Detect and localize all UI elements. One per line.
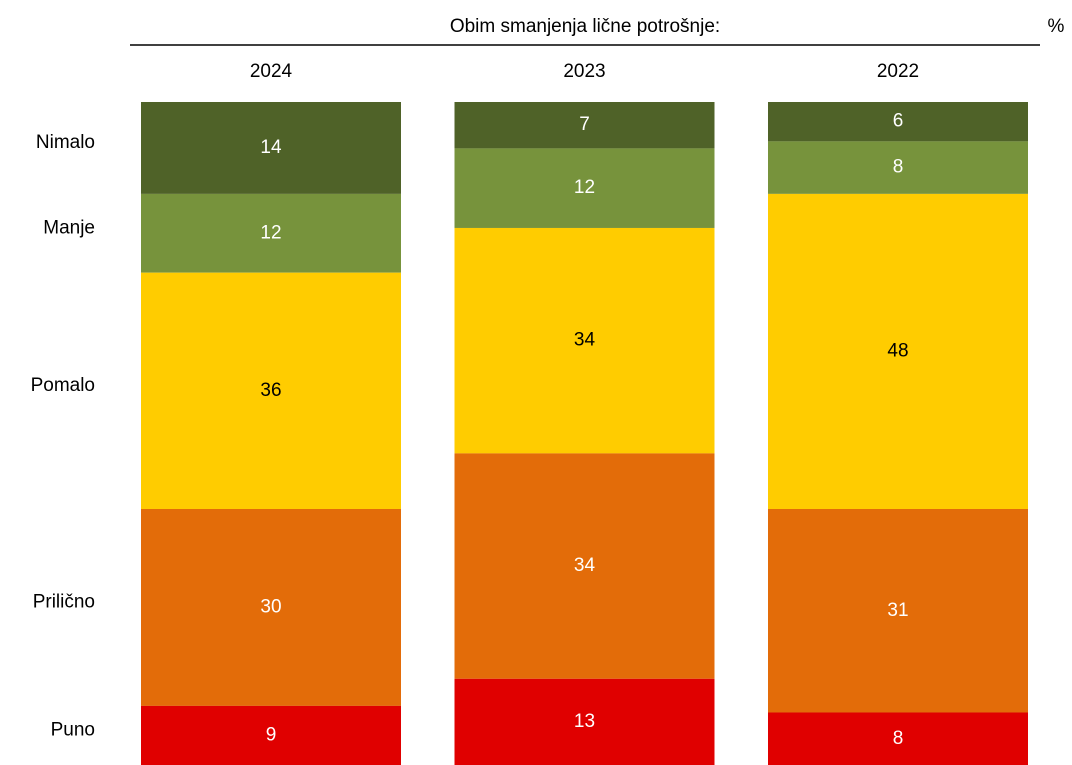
- bar-segment: [454, 453, 715, 679]
- legend-label: Puno: [51, 719, 95, 740]
- data-label: 13: [574, 711, 595, 732]
- data-label: 6: [893, 111, 904, 132]
- bar-segment: [141, 193, 401, 273]
- bar-segment: [768, 508, 1028, 713]
- x-tick-label: 2022: [877, 61, 919, 82]
- bar-segment: [768, 712, 1028, 765]
- data-label: 14: [260, 137, 282, 158]
- bar-segment: [768, 193, 1028, 509]
- bar-segment: [141, 102, 401, 194]
- x-tick-label: 2023: [563, 61, 605, 82]
- x-tick-label: 2024: [250, 61, 293, 82]
- data-label: 30: [260, 596, 281, 617]
- data-label: 34: [574, 555, 596, 576]
- bar-segment: [141, 705, 401, 765]
- data-label: 7: [579, 114, 590, 135]
- data-label: 8: [893, 157, 904, 178]
- data-label: 12: [574, 177, 595, 198]
- bar-segment: [454, 678, 715, 765]
- unit-label: %: [1048, 16, 1065, 37]
- bar-segment: [768, 141, 1028, 194]
- bar-segment: [768, 102, 1028, 142]
- data-label: 48: [887, 340, 908, 361]
- legend-label: Manje: [43, 217, 95, 238]
- data-label: 9: [266, 724, 277, 745]
- legend-label: Prilično: [33, 591, 95, 612]
- legend-label: Pomalo: [31, 375, 95, 396]
- chart-title: Obim smanjenja lične potrošnje:: [450, 16, 720, 37]
- data-label: 12: [260, 222, 281, 243]
- data-label: 8: [893, 728, 904, 749]
- bar-segment: [454, 227, 715, 454]
- bar-segment: [141, 272, 401, 509]
- data-label: 34: [574, 330, 596, 351]
- legend-label: Nimalo: [36, 132, 95, 153]
- bar-segment: [454, 102, 715, 149]
- bar-segment: [454, 148, 715, 228]
- data-label: 36: [260, 380, 281, 401]
- data-label: 31: [887, 600, 908, 621]
- bar-segment: [141, 508, 401, 706]
